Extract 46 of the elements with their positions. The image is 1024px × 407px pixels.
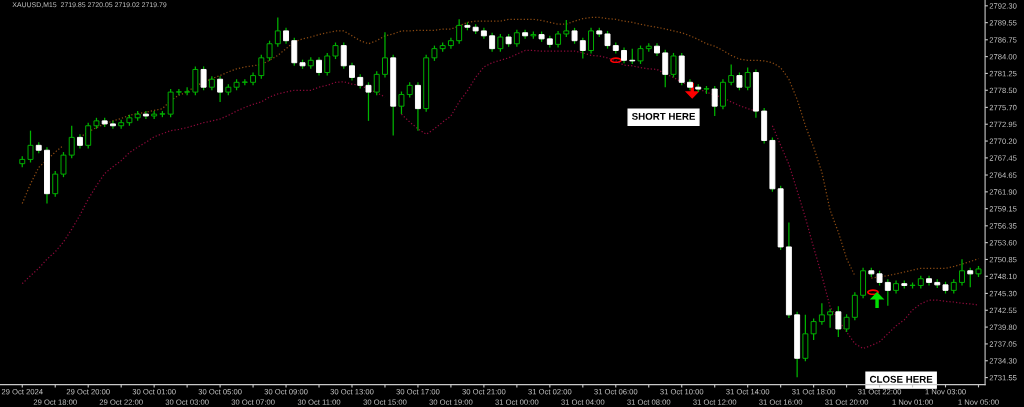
candlestick [60,151,67,178]
candlestick [579,37,586,60]
candlestick [266,40,273,62]
candlestick [167,88,174,118]
candlestick [373,70,380,96]
candlestick [810,317,817,341]
candlestick [728,63,735,86]
candlestick [274,16,281,48]
candlestick [382,31,388,79]
candlestick [414,81,421,132]
candlestick [588,27,595,55]
candlestick [489,32,496,53]
candlestick [68,125,75,159]
candlestick [662,49,669,88]
candlestick [637,44,644,65]
candlestick [851,291,858,321]
candlestick [184,86,191,96]
candlestick [744,66,751,91]
candlestick [522,29,529,40]
candlestick [365,81,372,122]
candlestick [109,120,116,130]
candlestick [316,56,322,77]
candlestick [456,18,463,45]
candlestick [324,52,331,77]
candlestick [200,65,207,91]
candlestick [85,122,92,150]
candlestick [340,41,347,70]
candlestick [719,78,726,110]
candlestick [27,130,34,164]
candlestick [291,37,298,67]
candlestick [398,90,405,115]
candlestick [835,305,842,338]
candlestick [884,278,891,307]
candlestick [818,302,825,326]
candlestick [175,88,182,96]
candlestick [52,170,59,198]
candlestick [670,52,677,79]
candlestick [967,267,974,288]
candlestick [192,65,199,96]
candlestick [217,75,224,103]
annotation: SHORT HERE [631,112,696,120]
candlestick [711,85,718,117]
candlestick [827,308,834,329]
candlestick [959,258,965,287]
annotation: CLOSE HERE [869,375,933,383]
candlestick [258,54,265,80]
